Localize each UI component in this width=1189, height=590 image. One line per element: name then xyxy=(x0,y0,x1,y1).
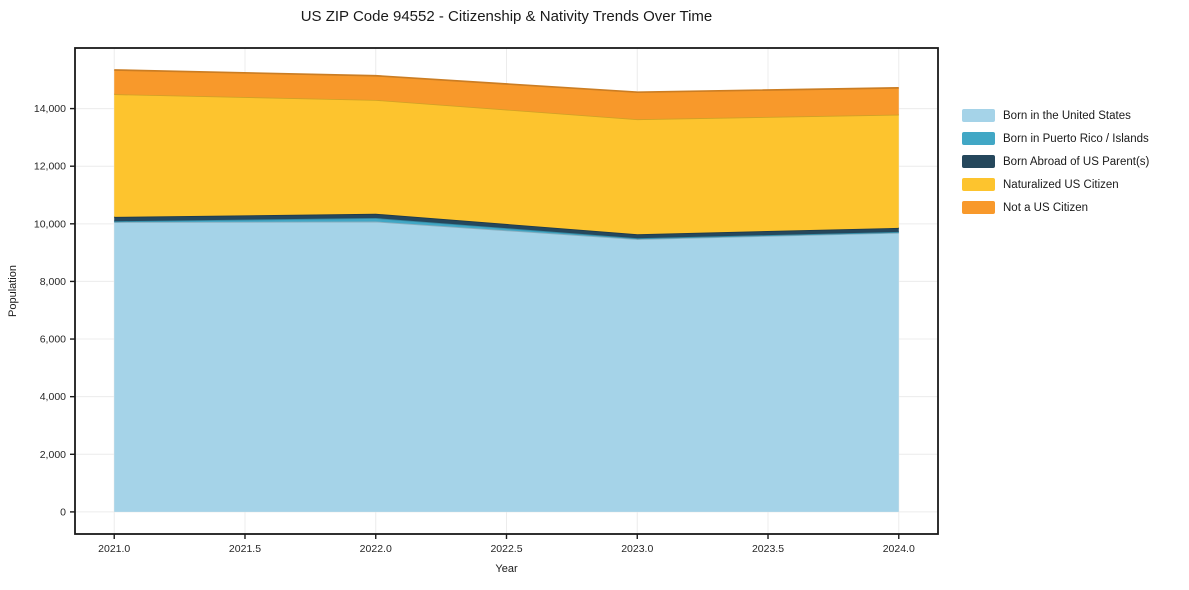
y-tick-label: 2,000 xyxy=(40,449,66,461)
x-tick-label: 2021.0 xyxy=(98,543,130,555)
x-tick-label: 2023.5 xyxy=(752,543,784,555)
y-tick-label: 8,000 xyxy=(40,276,66,288)
y-tick-label: 10,000 xyxy=(34,218,66,230)
x-tick-label: 2021.5 xyxy=(229,543,261,555)
legend-swatch xyxy=(962,201,995,214)
chart-title: US ZIP Code 94552 - Citizenship & Nativi… xyxy=(300,8,713,25)
area-3 xyxy=(114,213,899,239)
x-axis-label: Year xyxy=(495,563,518,575)
x-tick-label: 2022.5 xyxy=(490,543,522,555)
legend-label: Born in the United States xyxy=(1003,109,1131,122)
legend-swatch xyxy=(962,132,995,145)
x-tick-label: 2023.0 xyxy=(621,543,653,555)
chart-legend: Born in the United States Born in Puerto … xyxy=(962,104,1149,219)
legend-swatch xyxy=(962,109,995,122)
y-tick-label: 0 xyxy=(60,506,66,518)
legend-item: Born in Puerto Rico / Islands xyxy=(962,127,1149,150)
legend-item: Born in the United States xyxy=(962,104,1149,127)
y-tick-label: 14,000 xyxy=(34,103,66,115)
area-edge-5 xyxy=(114,69,899,94)
legend-label: Born in Puerto Rico / Islands xyxy=(1003,132,1149,145)
legend-swatch xyxy=(962,178,995,191)
area-5 xyxy=(114,69,899,120)
y-tick-label: 4,000 xyxy=(40,391,66,403)
area-4 xyxy=(114,94,899,235)
legend-label: Born Abroad of US Parent(s) xyxy=(1003,155,1150,168)
legend-item: Born Abroad of US Parent(s) xyxy=(962,150,1149,173)
legend-item: Not a US Citizen xyxy=(962,196,1149,219)
legend-label: Not a US Citizen xyxy=(1003,201,1089,214)
x-tick-label: 2022.0 xyxy=(360,543,392,555)
legend-label: Naturalized US Citizen xyxy=(1003,178,1119,191)
y-tick-label: 6,000 xyxy=(40,334,66,346)
x-tick-label: 2024.0 xyxy=(883,543,915,555)
legend-item: Naturalized US Citizen xyxy=(962,173,1149,196)
y-tick-label: 12,000 xyxy=(34,161,66,173)
legend-swatch xyxy=(962,155,995,168)
area-1 xyxy=(114,221,899,512)
